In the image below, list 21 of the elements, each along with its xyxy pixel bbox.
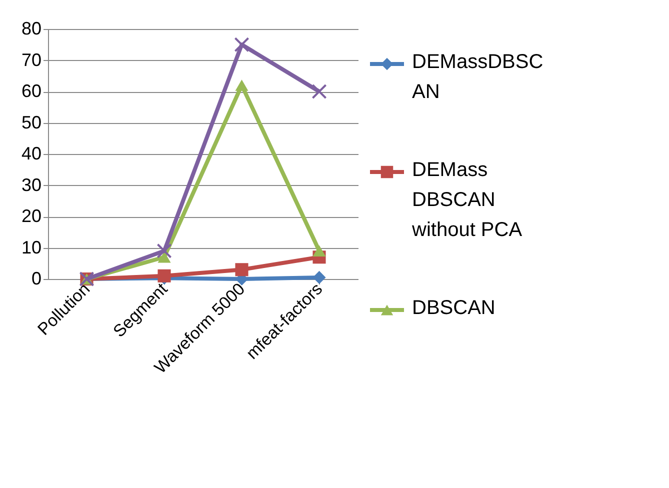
y-tick-label: 80 bbox=[21, 18, 42, 38]
y-tick-label: 60 bbox=[21, 81, 42, 101]
y-tick-label: 10 bbox=[21, 237, 42, 258]
point bbox=[158, 251, 171, 263]
point bbox=[312, 270, 326, 284]
point bbox=[156, 243, 172, 258]
y-tick-label: 30 bbox=[21, 174, 42, 195]
point bbox=[235, 80, 248, 91]
point bbox=[235, 263, 248, 276]
legend-label: DEMassDBSCAN bbox=[412, 51, 544, 103]
y-tick-label: 40 bbox=[21, 144, 42, 164]
y-tick-label: 50 bbox=[21, 112, 42, 132]
point bbox=[312, 84, 327, 100]
point bbox=[158, 269, 171, 282]
y-tick-label: 0 bbox=[31, 268, 42, 288]
point bbox=[234, 37, 250, 52]
y-tick-label: 70 bbox=[21, 50, 42, 70]
y-tick-label: 20 bbox=[21, 206, 42, 226]
legend-label: DBSCAN bbox=[412, 297, 496, 319]
legend-label: DEMass DBSCAN without PCA bbox=[411, 159, 523, 241]
point bbox=[312, 245, 326, 257]
